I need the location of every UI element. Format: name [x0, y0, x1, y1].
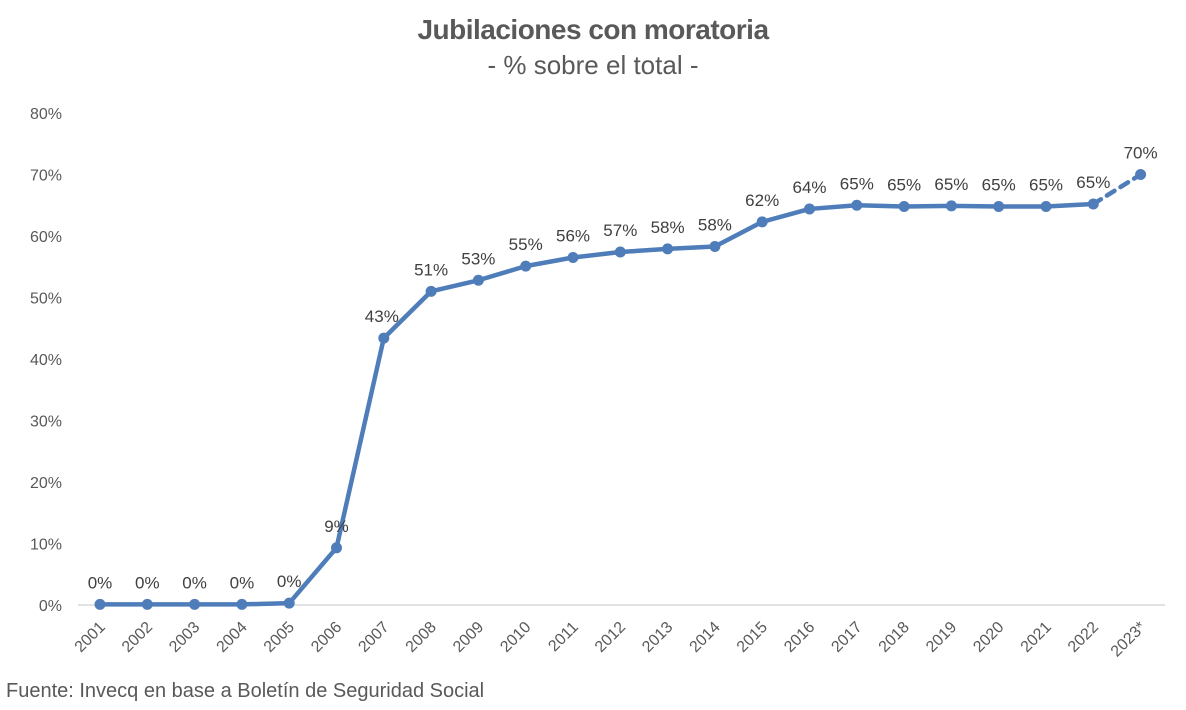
x-tick-label: 2009: [450, 619, 487, 656]
series-line-dashed: [1091, 172, 1143, 207]
data-point: [1040, 200, 1052, 212]
chart-subtitle: - % sobre el total -: [487, 50, 699, 80]
x-tick-label: 2012: [592, 619, 629, 656]
data-label: 9%: [324, 517, 349, 536]
x-tick-label: 2008: [403, 619, 440, 656]
x-tick-label: 2007: [355, 619, 392, 656]
source-note: Fuente: Invecq en base a Boletín de Segu…: [6, 680, 485, 702]
x-tick-label: 2021: [1018, 619, 1055, 656]
data-point: [141, 598, 153, 610]
data-label: 58%: [651, 218, 685, 237]
data-label: 65%: [840, 174, 874, 193]
series-line: [97, 172, 1143, 607]
data-label: 65%: [1076, 173, 1110, 192]
data-label: 0%: [135, 573, 160, 592]
data-point: [1135, 169, 1147, 180]
y-axis: 0% 10% 20% 30% 40% 50% 60% 70% 80%: [30, 106, 62, 615]
data-points: [94, 169, 1147, 610]
data-point: [804, 203, 815, 215]
data-label: 55%: [509, 235, 543, 254]
data-point: [425, 285, 437, 297]
data-point: [756, 216, 768, 228]
x-tick-label: 2010: [497, 619, 534, 656]
data-point: [1087, 198, 1099, 210]
data-label: 43%: [365, 307, 399, 326]
data-point: [614, 246, 626, 258]
data-label: 51%: [414, 260, 448, 279]
data-point: [331, 542, 342, 554]
x-tick-label: 2018: [876, 619, 913, 656]
x-tick-label: 2001: [72, 619, 109, 656]
data-label: 0%: [88, 573, 113, 592]
x-tick-label: 2003: [166, 619, 203, 656]
x-tick-label: 2014: [687, 619, 724, 656]
data-point: [378, 332, 390, 344]
data-label: 65%: [887, 175, 921, 194]
data-label: 62%: [745, 191, 779, 210]
x-axis: 2001 2002 2003 2004 2005 2006 2007 2008 2009 2010…: [72, 604, 1165, 661]
x-tick-label: 2005: [261, 619, 298, 656]
y-tick-label: 20%: [30, 475, 62, 492]
y-tick-label: 40%: [30, 352, 62, 369]
y-tick-label: 60%: [30, 229, 62, 246]
y-tick-label: 50%: [30, 291, 62, 308]
data-point: [283, 597, 295, 609]
x-tick-label: 2019: [923, 619, 960, 656]
data-label: 0%: [230, 573, 255, 592]
x-tick-label: 2015: [734, 619, 771, 656]
chart-title: Jubilaciones con moratoria: [417, 14, 769, 45]
y-tick-label: 0%: [39, 598, 62, 615]
x-tick-label: 2002: [119, 619, 156, 656]
data-label: 57%: [603, 221, 637, 240]
data-labels: 0% 0% 0% 0% 0% 9% 43% 51% 53% 55% 56% 57% 58% 58% 62% 6…: [88, 144, 1158, 593]
data-point: [851, 199, 863, 211]
data-label: 0%: [182, 573, 207, 592]
data-point: [567, 252, 579, 264]
x-tick-label: 2013: [639, 619, 676, 656]
y-tick-label: 10%: [30, 537, 62, 554]
data-point: [236, 598, 248, 610]
x-tick-label: 2011: [545, 619, 581, 655]
data-point: [189, 598, 201, 610]
data-label: 65%: [1029, 175, 1063, 194]
y-tick-label: 30%: [30, 414, 62, 431]
x-tick-label: 2017: [828, 619, 865, 656]
data-label: 53%: [461, 249, 495, 268]
series-line-solid: [97, 201, 1096, 607]
data-point: [709, 240, 721, 252]
data-label: 65%: [934, 175, 968, 194]
y-tick-label: 70%: [30, 168, 62, 185]
y-tick-label: 80%: [30, 106, 62, 123]
x-tick-label: 2023*: [1108, 619, 1150, 661]
data-point: [472, 274, 484, 286]
data-label: 65%: [982, 175, 1016, 194]
data-point: [898, 200, 910, 212]
x-tick-label: 2006: [308, 619, 345, 656]
x-tick-label: 2022: [1065, 619, 1102, 656]
data-point: [993, 200, 1005, 212]
data-point: [945, 200, 957, 212]
data-point: [662, 243, 674, 255]
x-tick-label: 2004: [214, 619, 251, 656]
data-label: 58%: [698, 215, 732, 234]
data-point: [94, 598, 106, 610]
x-tick-label: 2016: [781, 619, 818, 656]
data-label: 64%: [792, 178, 826, 197]
data-point: [520, 260, 532, 272]
data-label: 0%: [277, 572, 302, 591]
x-tick-label: 2020: [970, 619, 1007, 656]
data-label: 56%: [556, 227, 590, 246]
data-label: 70%: [1124, 144, 1158, 163]
